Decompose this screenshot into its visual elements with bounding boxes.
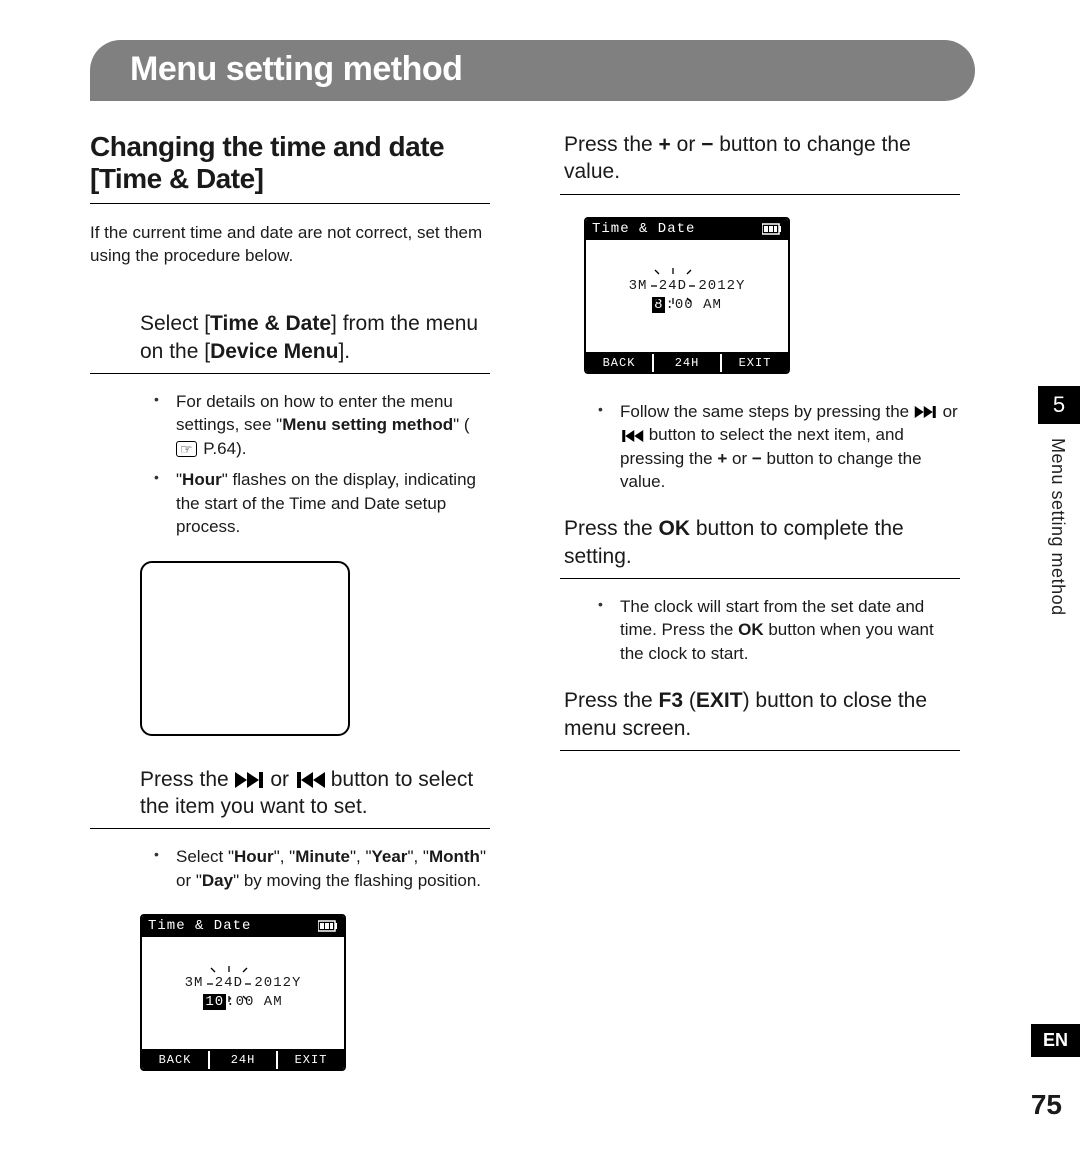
intro-paragraph: If the current time and date are not cor… <box>90 222 490 268</box>
bullet: The clock will start from the set date a… <box>598 595 960 665</box>
battery-icon <box>318 920 338 932</box>
softkey-exit: EXIT <box>720 354 788 372</box>
two-column-layout: Changing the time and date [Time & Date]… <box>90 131 990 1097</box>
step4-bullets: The clock will start from the set date a… <box>598 595 960 665</box>
step1-bullets: For details on how to enter the menu set… <box>154 390 490 539</box>
step-2: Press the or button to select the item y… <box>140 766 486 821</box>
step-3: Press the + or − button to change the va… <box>564 131 956 186</box>
left-column: Changing the time and date [Time & Date]… <box>90 131 490 1097</box>
reference-icon: ☞ <box>176 441 197 457</box>
softkey-back: BACK <box>586 354 652 372</box>
language-badge: EN <box>1031 1024 1080 1057</box>
fast-forward-icon <box>235 772 265 788</box>
lcd-time-line: 8:00 AM <box>629 296 746 315</box>
heading-rule <box>90 203 490 204</box>
step-rule-1 <box>90 373 490 374</box>
step-rule-5 <box>560 750 960 751</box>
step3-bullets: Follow the same steps by pressing the or… <box>598 400 960 494</box>
softkey-back: BACK <box>142 1051 208 1069</box>
lcd-title: Time & Date <box>148 918 251 934</box>
chapter-banner: Menu setting method <box>90 40 975 101</box>
lcd-title: Time & Date <box>592 221 695 237</box>
section-heading: Changing the time and date [Time & Date] <box>90 131 490 195</box>
lcd-titlebar: Time & Date <box>142 916 344 937</box>
step-5: Press the F3 (EXIT) button to close the … <box>564 687 956 742</box>
softkey-24h: 24H <box>652 354 720 372</box>
lcd-body: 3M 24D 2012Y 10:00 AM <box>142 937 344 1049</box>
step2-bullets: Select "Hour", "Minute", "Year", "Month"… <box>154 845 490 892</box>
heading-line1: Changing the time and date <box>90 131 444 162</box>
lcd-date-line: 3M 24D 2012Y <box>629 277 746 296</box>
bullet: Follow the same steps by pressing the or… <box>598 400 960 494</box>
battery-icon <box>762 223 782 235</box>
rewind-icon <box>295 772 325 788</box>
step-rule-4 <box>560 578 960 579</box>
bullet: For details on how to enter the menu set… <box>154 390 490 460</box>
lcd-titlebar: Time & Date <box>586 219 788 240</box>
lcd-screen-1: Time & Date 3M 24D 2012Y <box>140 914 346 1071</box>
step-1: Select [Time & Date] from the menu on th… <box>140 310 486 365</box>
page-number: 75 <box>1031 1089 1062 1121</box>
lcd-date-line: 3M 24D 2012Y <box>185 974 302 993</box>
rewind-icon <box>620 430 644 442</box>
step-rule-2 <box>90 828 490 829</box>
blank-screen-illustration <box>140 561 350 736</box>
heading-line2: [Time & Date] <box>90 163 263 194</box>
flashing-cursor: 24D <box>213 974 245 993</box>
flashing-cursor: 24D <box>657 277 689 296</box>
right-column: Press the + or − button to change the va… <box>560 131 960 1097</box>
lcd-screen-2: Time & Date 3M 24D 2012Y <box>584 217 790 374</box>
softkey-24h: 24H <box>208 1051 276 1069</box>
step-rule-3 <box>560 194 960 195</box>
side-tab: 5 Menu setting method <box>1038 386 1080 630</box>
manual-page: Menu setting method Changing the time an… <box>0 0 1080 1157</box>
lcd-body: 3M 24D 2012Y 8:00 AM <box>586 240 788 352</box>
chapter-label: Menu setting method <box>1038 424 1077 630</box>
fast-forward-icon <box>914 406 938 418</box>
step-4: Press the OK button to complete the sett… <box>564 515 956 570</box>
softkey-exit: EXIT <box>276 1051 344 1069</box>
bullet: "Hour" flashes on the display, indicatin… <box>154 468 490 538</box>
lcd-time-line: 10:00 AM <box>185 993 302 1012</box>
lcd-softkeys: BACK 24H EXIT <box>142 1049 344 1069</box>
bullet: Select "Hour", "Minute", "Year", "Month"… <box>154 845 490 892</box>
chapter-number: 5 <box>1038 386 1080 424</box>
lcd-softkeys: BACK 24H EXIT <box>586 352 788 372</box>
